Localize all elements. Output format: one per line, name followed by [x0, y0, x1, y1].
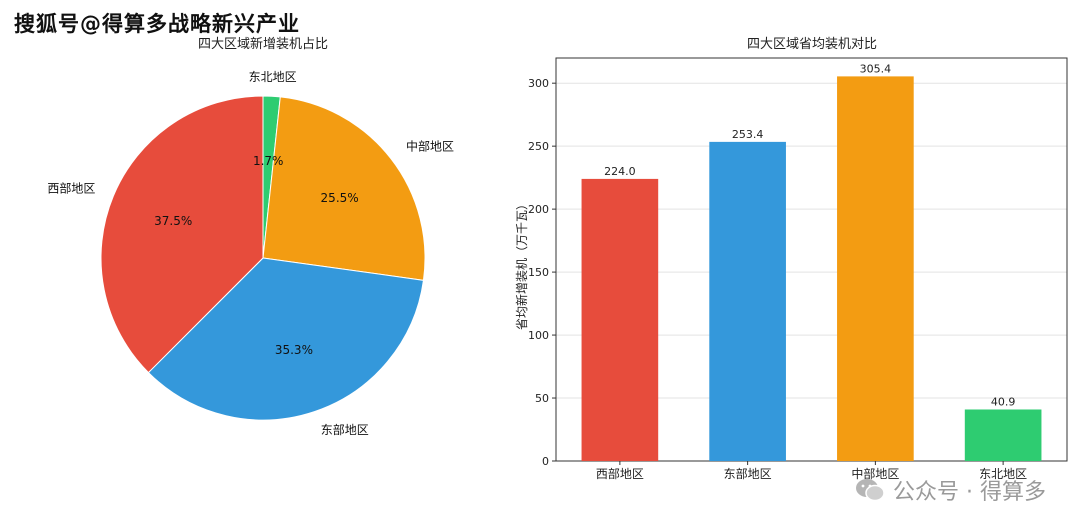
pie-slice-category-label: 中部地区 [406, 138, 454, 153]
watermark-footer: 公众号 · 得算多 [855, 474, 1046, 506]
watermark-footer-text: 公众号 · 得算多 [893, 480, 1046, 505]
pie-slice-pct-label: 37.5% [154, 214, 192, 228]
pie-slice-west [100, 95, 264, 374]
bar-chart-title: 四大区域省均装机对比 [747, 37, 877, 52]
bar-3 [964, 409, 1042, 461]
x-tick-label: 西部地区 [596, 466, 644, 481]
bar-value-label: 40.9 [991, 395, 1016, 408]
watermark-text: 搜狐号@得算多战略新兴产业 [14, 12, 300, 36]
bar-value-label: 305.4 [860, 62, 892, 75]
bar-2 [837, 76, 914, 461]
bar-value-label: 224.0 [604, 165, 636, 178]
x-tick-label: 东部地区 [724, 466, 772, 481]
bar-0 [581, 178, 659, 461]
pie-slice-pct-label: 1.7% [253, 154, 284, 168]
y-tick-label: 0 [542, 455, 549, 468]
pie-slice-east [147, 257, 425, 421]
pie-chart-title: 四大区域新增装机占比 [198, 36, 328, 52]
pie-slice-pct-label: 35.3% [275, 343, 313, 357]
pie-slice-category-label: 东北地区 [249, 70, 297, 84]
wechat-icon [856, 479, 885, 502]
pie-slice-pct-label: 25.5% [321, 191, 359, 205]
bar-1 [709, 141, 786, 461]
pie-chart: 四大区域新增装机占比 1.7% 东北地区 25.5% 中部地区 35.3% 东部地区 37.… [47, 36, 454, 437]
pie-slice-category-label: 西部地区 [47, 181, 95, 196]
bar-plot-frame [555, 57, 1068, 462]
pie-slice-central [262, 96, 426, 281]
bar-value-label: 253.4 [732, 128, 764, 141]
pie-slice-category-label: 东部地区 [321, 422, 369, 437]
